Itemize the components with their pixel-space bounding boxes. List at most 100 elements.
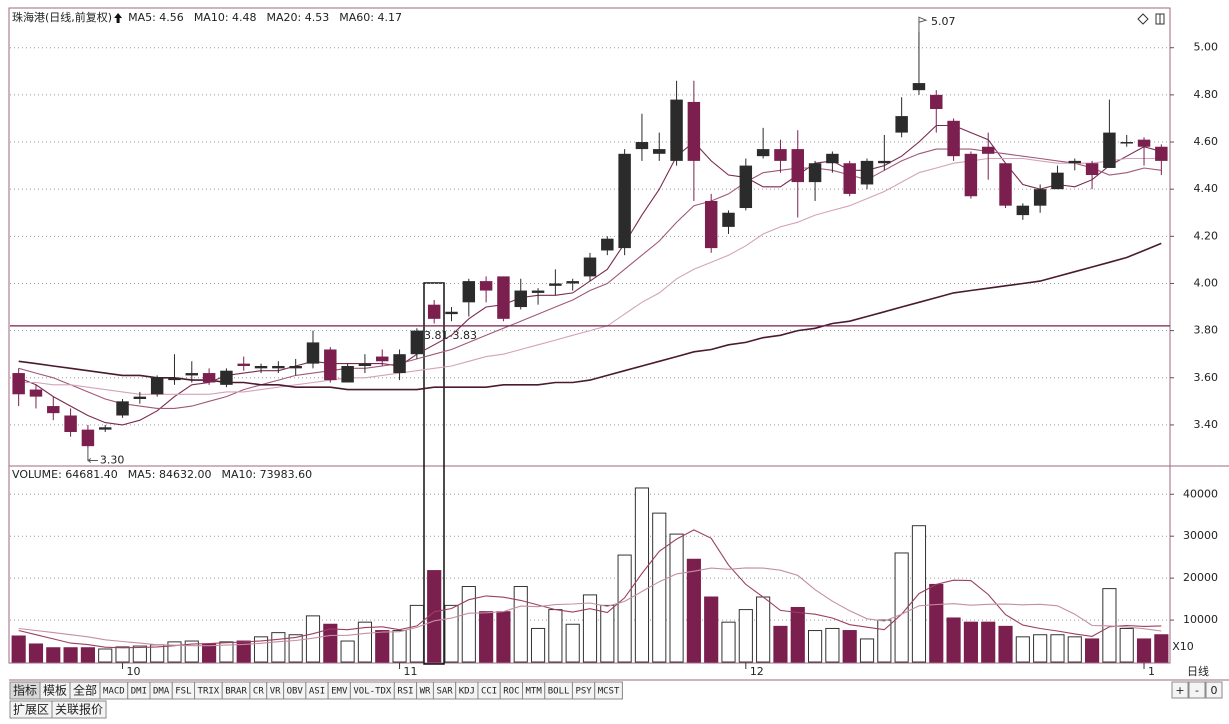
candle-body	[566, 281, 579, 284]
volume-bar	[790, 606, 805, 663]
volume-bar	[202, 643, 217, 663]
ma-line	[18, 567, 1162, 647]
volume-bar	[807, 630, 823, 663]
volume-bar	[600, 604, 615, 663]
volume-bar	[894, 552, 909, 663]
candle-body	[64, 415, 77, 432]
zoom-button[interactable]	[1188, 681, 1206, 699]
indicator-tab-label[interactable]: MACD	[103, 687, 125, 697]
candle-body	[1016, 205, 1030, 216]
candle-body	[445, 311, 458, 315]
legend-entry: MA60: 4.17	[339, 11, 402, 24]
candle-body	[1137, 139, 1151, 147]
indicator-tab-label[interactable]: PSY	[575, 687, 592, 697]
zoom-button[interactable]	[1171, 681, 1189, 699]
volume-bar	[1050, 634, 1065, 663]
indicator-tab[interactable]	[594, 681, 623, 700]
volume-unit: X10	[1172, 640, 1194, 653]
candle-body	[497, 276, 510, 319]
candle-body	[860, 160, 874, 185]
indicator-tab-label[interactable]: ASI	[309, 687, 325, 697]
indicator-tab-label[interactable]: FSL	[175, 687, 191, 697]
x-tick-label: 11	[404, 665, 418, 678]
candle-body	[376, 356, 389, 362]
x-tick-label: 1	[1148, 665, 1155, 678]
y-tick-label: 40000	[1183, 487, 1218, 500]
volume-bar	[409, 604, 424, 663]
indicator-tab-label[interactable]: CR	[253, 687, 264, 697]
candle-body	[220, 370, 233, 385]
bottom-tab-label[interactable]: 扩展区	[13, 703, 49, 717]
window-icons[interactable]	[1137, 13, 1165, 25]
indicator-tab-label[interactable]: ROC	[503, 687, 519, 697]
candle-body	[427, 304, 441, 319]
y-tick-label: 3.40	[1194, 418, 1219, 431]
indicator-tab-label[interactable]: 模板	[43, 684, 67, 698]
candle-body	[514, 290, 527, 308]
candle-body	[185, 373, 199, 376]
volume-bar	[825, 627, 840, 663]
y-tick-label: 4.40	[1194, 182, 1219, 195]
indicator-tab-label[interactable]: DMA	[153, 687, 170, 697]
indicator-tab-label[interactable]: EMV	[331, 687, 348, 697]
indicator-tab-label[interactable]: RSI	[397, 687, 413, 697]
indicator-tab-label[interactable]: 全部	[73, 683, 97, 698]
plot-frame	[8, 7, 1171, 664]
volume-bar	[461, 586, 476, 663]
period-label[interactable]: 日线	[1187, 664, 1209, 678]
indicator-tab-label[interactable]: KDJ	[459, 687, 475, 697]
candle-body	[756, 149, 770, 157]
candle-body	[981, 146, 995, 154]
volume-bar	[1085, 638, 1100, 663]
candle-body	[895, 116, 908, 133]
volume-bar	[738, 609, 753, 663]
indicator-tab-label[interactable]: VOL-TDX	[353, 687, 392, 697]
y-tick-label: 30000	[1183, 529, 1218, 542]
indicator-tab-label[interactable]: DMI	[131, 687, 147, 697]
volume-bar	[288, 634, 303, 663]
candle-body	[272, 365, 285, 369]
bottom-tab[interactable]	[51, 700, 107, 719]
candle-body	[930, 94, 943, 110]
volume-bar	[375, 630, 390, 663]
zoom-button-label[interactable]: +	[1175, 684, 1184, 697]
indicator-tab-label[interactable]: MCST	[598, 687, 620, 697]
volume-bar	[80, 647, 95, 663]
indicator-tab-label[interactable]: BOLL	[548, 687, 570, 697]
volume-bar	[773, 625, 788, 663]
zoom-button-label[interactable]: 0	[1211, 684, 1218, 697]
volume-bar	[634, 487, 650, 663]
ma-line	[18, 148, 1162, 409]
volume-bar	[963, 621, 978, 663]
high-marker	[918, 16, 928, 32]
indicator-tab-label[interactable]: 指标	[13, 683, 37, 698]
volume-bar	[184, 640, 199, 663]
indicator-tab-label[interactable]: VR	[270, 687, 281, 697]
legend-entry: MA20: 4.53	[267, 11, 330, 24]
indicator-tab-label[interactable]: SAR	[436, 687, 453, 697]
volume-bar	[167, 641, 182, 663]
arrow-icon	[114, 13, 123, 23]
indicator-tab-label[interactable]: MTM	[526, 687, 543, 697]
bottom-tab-label[interactable]: 关联报价	[55, 702, 103, 717]
candle-body	[964, 153, 978, 197]
indicator-tab-label[interactable]: TRIX	[198, 687, 220, 697]
zoom-button[interactable]	[1205, 681, 1223, 699]
indicator-tab-label[interactable]: WR	[420, 687, 431, 697]
volume-bar	[479, 611, 494, 663]
indicator-tab-label[interactable]: BRAR	[225, 687, 247, 697]
volume-bar	[98, 648, 113, 663]
candle-body	[739, 165, 753, 209]
zoom-button-label[interactable]: -	[1195, 684, 1199, 697]
volume-bar	[617, 554, 632, 663]
indicator-tab-label[interactable]: OBV	[287, 687, 304, 697]
volume-bar	[132, 645, 147, 663]
volume-bar	[1033, 634, 1048, 663]
candle-body	[704, 200, 718, 249]
volume-bar	[427, 570, 442, 663]
volume-bar	[236, 640, 251, 663]
y-tick-label: 20000	[1183, 571, 1218, 584]
indicator-tab-label[interactable]: CCI	[481, 687, 497, 697]
